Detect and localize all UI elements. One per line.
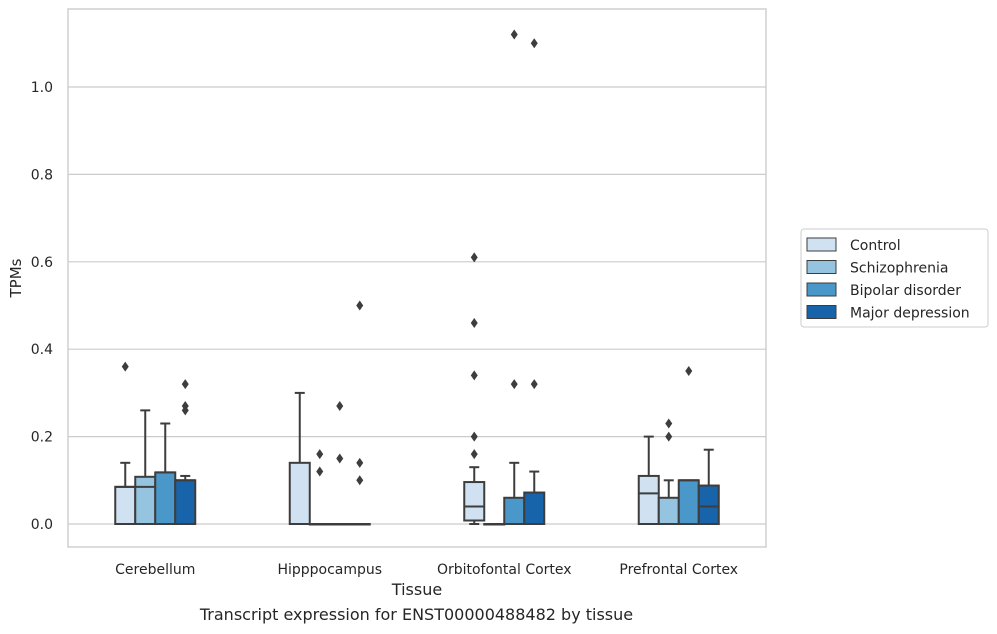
box-body	[174, 479, 197, 525]
y-axis-label: TPMs	[7, 258, 25, 298]
box-major-depression	[697, 448, 720, 526]
box-major-depression	[348, 300, 371, 526]
outlier-point	[530, 379, 538, 390]
y-tick-label: 0.8	[31, 167, 53, 183]
legend: Control Schizophrenia Bipolar disorder Majo…	[800, 228, 989, 328]
boxes-layer	[114, 29, 720, 526]
box-control	[637, 435, 660, 525]
outlier-point	[665, 431, 673, 442]
box-schizophrenia	[657, 418, 680, 525]
box-control	[288, 391, 311, 526]
box-bipolar-disorder	[154, 422, 177, 525]
legend-swatch	[806, 282, 837, 297]
box-body	[288, 461, 311, 526]
box-schizophrenia	[308, 449, 331, 526]
outlier-point	[181, 401, 189, 412]
box-major-depression	[523, 38, 546, 526]
box-major-depression	[174, 379, 197, 525]
box-body	[637, 474, 660, 525]
x-axis-label: Tissue	[391, 580, 442, 599]
outlier-point	[470, 252, 478, 263]
outlier-point	[356, 300, 364, 311]
box-body	[503, 496, 526, 525]
legend-label: Control	[850, 238, 901, 254]
box-body	[134, 475, 157, 525]
box-control	[463, 252, 486, 525]
y-tick-label: 0.4	[31, 342, 53, 358]
box-body	[523, 491, 546, 526]
box-bipolar-disorder	[328, 401, 351, 526]
outlier-point	[356, 475, 364, 486]
outlier-point	[510, 379, 518, 390]
outlier-point	[336, 401, 344, 412]
box-body	[114, 485, 137, 526]
outlier-point	[685, 366, 693, 377]
chart-caption: Transcript expression for ENST0000048848…	[199, 605, 634, 624]
box-control	[114, 361, 137, 526]
legend-label: Schizophrenia	[850, 261, 948, 277]
outlier-point	[121, 361, 129, 372]
grid-lines	[68, 86, 766, 525]
outlier-point	[665, 418, 673, 429]
legend-swatch	[806, 305, 837, 319]
x-tick-label: Hipppocampus	[277, 562, 382, 578]
y-tick-label: 0.2	[31, 430, 53, 446]
legend-label: Bipolar disorder	[850, 283, 961, 299]
legend-swatch	[806, 260, 837, 274]
outlier-point	[510, 29, 518, 40]
outlier-point	[316, 449, 324, 460]
box-body	[463, 481, 486, 522]
x-tick-label: Orbitofontal Cortex	[437, 562, 572, 578]
legend-frame	[800, 228, 989, 328]
box-schizophrenia	[483, 523, 506, 526]
box-body	[697, 484, 720, 526]
outlier-point	[356, 457, 364, 468]
outlier-point	[470, 431, 478, 442]
box-body	[657, 496, 680, 525]
outlier-point	[470, 370, 478, 381]
outlier-point	[470, 449, 478, 460]
box-schizophrenia	[134, 409, 157, 525]
legend-label: Major depression	[850, 306, 970, 322]
box-body	[154, 471, 177, 525]
legend-swatch	[806, 237, 837, 252]
plot-frame	[67, 8, 767, 548]
box-bipolar-disorder	[503, 29, 526, 525]
x-tick-labels: Cerebellum Hipppocampus Orbitofontal Corte…	[115, 562, 738, 578]
y-tick-label: 1.0	[31, 80, 53, 96]
outlier-point	[336, 453, 344, 464]
box-body	[677, 479, 700, 525]
y-tick-label: 0.0	[31, 517, 53, 533]
outlier-point	[316, 466, 324, 477]
outlier-point	[470, 317, 478, 328]
x-tick-label: Cerebellum	[115, 562, 195, 578]
outlier-point	[181, 379, 189, 390]
outlier-point	[530, 38, 538, 49]
x-tick-label: Prefrontal Cortex	[619, 562, 738, 578]
y-tick-label: 0.6	[31, 255, 53, 271]
box-bipolar-disorder	[677, 366, 700, 525]
y-tick-labels: 0.0 0.2 0.4 0.6 0.8 1.0	[31, 80, 53, 533]
